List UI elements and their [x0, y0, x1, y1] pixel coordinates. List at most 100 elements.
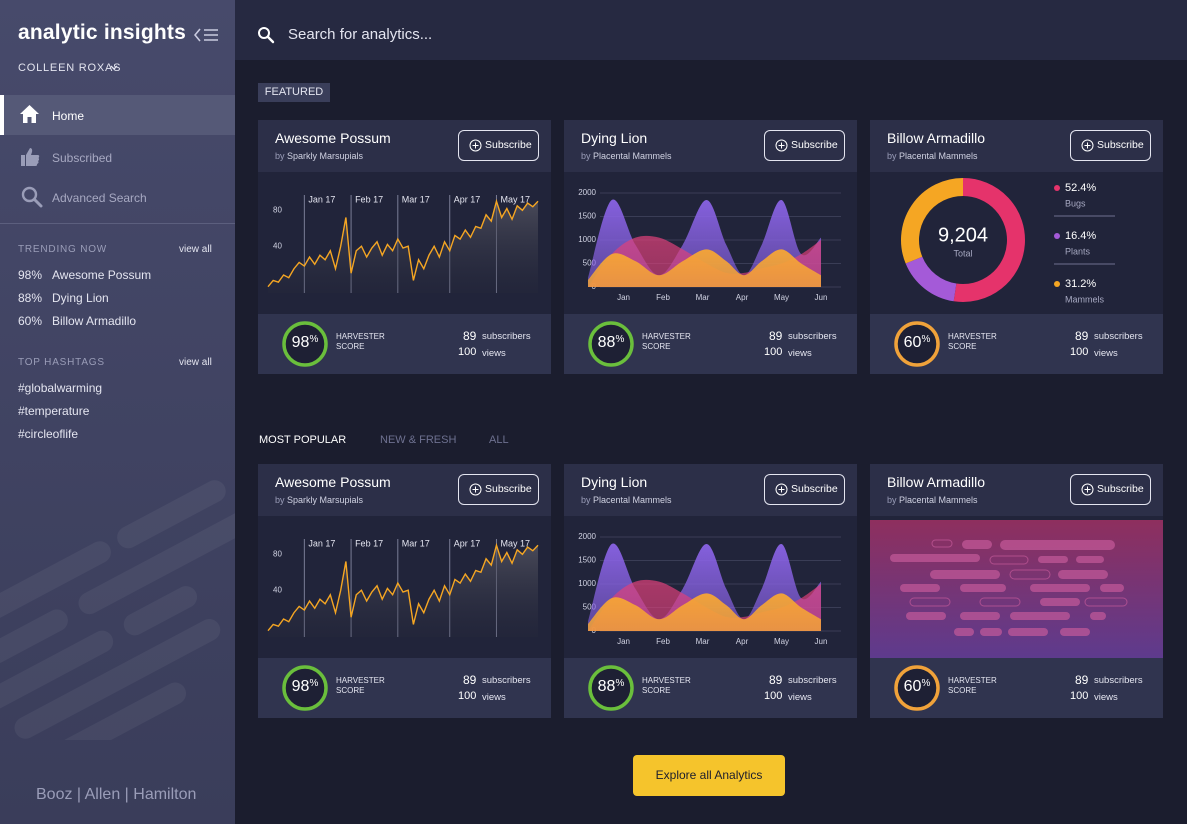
nav-home[interactable]: Home [52, 109, 85, 123]
x-tick-label: Jan [617, 293, 630, 302]
score-unit: % [309, 334, 319, 345]
subscribers-label: subscribers [482, 331, 531, 342]
subscribe-button[interactable]: Subscribe [458, 474, 539, 505]
card-title: Billow Armadillo [887, 130, 986, 146]
card-header [564, 464, 857, 516]
card-footer: 88% HARVESTER SCORE 89 subscribers 100 views [564, 314, 857, 374]
trending-name[interactable]: Dying Lion [52, 291, 109, 305]
subscribe-button[interactable]: Subscribe [1070, 130, 1151, 161]
subscribe-label[interactable]: Subscribe [485, 139, 532, 151]
trending-view-all[interactable]: view all [179, 244, 212, 255]
plus-icon [469, 139, 482, 152]
tab-all[interactable]: ALL [489, 434, 509, 446]
image-pill [930, 570, 1000, 579]
score-value: 60 [903, 678, 922, 695]
trending-score: 98% [18, 268, 43, 282]
views-label: views [1094, 348, 1118, 359]
hashtag[interactable]: #temperature [18, 404, 90, 418]
trending-name[interactable]: Billow Armadillo [52, 314, 137, 328]
views-label: views [1094, 692, 1118, 703]
sidebar-toggle[interactable] [194, 27, 220, 43]
score-label: HARVESTER [948, 332, 997, 341]
featured-tag: FEATURED [258, 83, 330, 102]
x-marker-label: Jan 17 [308, 538, 335, 548]
chart: 52.4% Bugs 16.4% Plants 31.2% Mammels 9,204 Tot… [901, 178, 1115, 304]
image-pill [909, 597, 951, 607]
chart: 0500100015002000JanFebMarAprMayJun [578, 188, 841, 302]
image-pill [960, 584, 1006, 592]
score: 60% [892, 334, 942, 352]
score-unit: % [309, 678, 319, 689]
image-pill [1040, 598, 1080, 606]
user-name[interactable]: COLLEEN ROXAS [18, 62, 122, 74]
score-value: 88 [597, 678, 616, 695]
score-ring [282, 321, 328, 367]
y-tick-label: 40 [273, 585, 282, 594]
card-author: Placental Mammels [593, 151, 672, 161]
line [267, 198, 539, 288]
score-ring [894, 665, 940, 711]
tab-most-popular[interactable]: MOST POPULAR [259, 434, 347, 446]
hashtags-view-all[interactable]: view all [179, 357, 212, 368]
search-input[interactable]: Search for analytics... [288, 26, 433, 43]
score-label: HARVESTER [336, 676, 385, 685]
subscribers-count: 89 [463, 673, 477, 687]
image-pill [1009, 569, 1051, 580]
x-tick-label: Feb [656, 293, 670, 302]
thumb-icon [21, 148, 40, 166]
score-ring [588, 321, 634, 367]
ring [894, 665, 940, 711]
x-tick-label: Jun [815, 637, 828, 646]
subscribe-button[interactable]: Subscribe [1070, 474, 1151, 505]
search-icon [258, 27, 275, 44]
x-marker-label: Apr 17 [454, 538, 481, 548]
area [588, 249, 821, 287]
subscribe-button[interactable]: Subscribe [458, 130, 539, 161]
views-count: 100 [458, 346, 477, 358]
y-tick-label: 500 [583, 603, 597, 612]
hashtag[interactable]: #circleoflife [18, 427, 79, 441]
legend-dot [1054, 281, 1060, 287]
donut-segment [905, 256, 957, 302]
card-by: by [581, 151, 591, 161]
score-unit: % [615, 678, 625, 689]
subscribe-button[interactable]: Subscribe [764, 130, 845, 161]
nav-subscribed[interactable]: Subscribed [52, 151, 113, 165]
card-author: Placental Mammels [899, 495, 978, 505]
trending-name[interactable]: Awesome Possum [52, 268, 152, 282]
image-pill [1008, 628, 1048, 636]
card-header [258, 464, 551, 516]
score-label: HARVESTER [642, 676, 691, 685]
chart: 0500100015002000JanFebMarAprMayJun [578, 532, 841, 646]
x-marker-label: Apr 17 [454, 194, 481, 204]
tab-new-fresh[interactable]: NEW & FRESH [380, 434, 457, 446]
image-pill [1010, 612, 1070, 620]
nav-advanced-search[interactable]: Advanced Search [52, 191, 147, 205]
hashtag[interactable]: #globalwarming [18, 381, 103, 395]
y-tick-label: 1000 [578, 579, 596, 588]
score-label: SCORE [336, 686, 365, 695]
ring [588, 321, 634, 367]
subscribe-label[interactable]: Subscribe [1097, 139, 1144, 151]
explore-button[interactable]: Explore all Analytics [633, 755, 785, 796]
ring-inner [284, 667, 326, 709]
score-unit: % [921, 334, 931, 345]
subscribe-button[interactable]: Subscribe [764, 474, 845, 505]
x-tick-label: Mar [696, 637, 710, 646]
subscribe-label[interactable]: Subscribe [791, 139, 838, 151]
ring-inner [284, 323, 326, 365]
subscribe-label[interactable]: Subscribe [791, 483, 838, 495]
subscribers-label: subscribers [788, 675, 837, 686]
subscribe-label[interactable]: Subscribe [485, 483, 532, 495]
views-count: 100 [1070, 690, 1089, 702]
user-chevron[interactable] [110, 65, 118, 71]
card-author: Placental Mammels [593, 495, 672, 505]
donut-total-label: Total [953, 248, 972, 258]
subscribe-label[interactable]: Subscribe [1097, 483, 1144, 495]
legend-category: Bugs [1065, 198, 1086, 208]
x-marker-label: Mar 17 [402, 538, 430, 548]
score: 88% [586, 334, 636, 352]
legend-dot [1054, 233, 1060, 239]
card: Awesome Possum by Sparkly Marsupials Subscr… [258, 120, 551, 374]
card-author: Sparkly Marsupials [287, 151, 364, 161]
